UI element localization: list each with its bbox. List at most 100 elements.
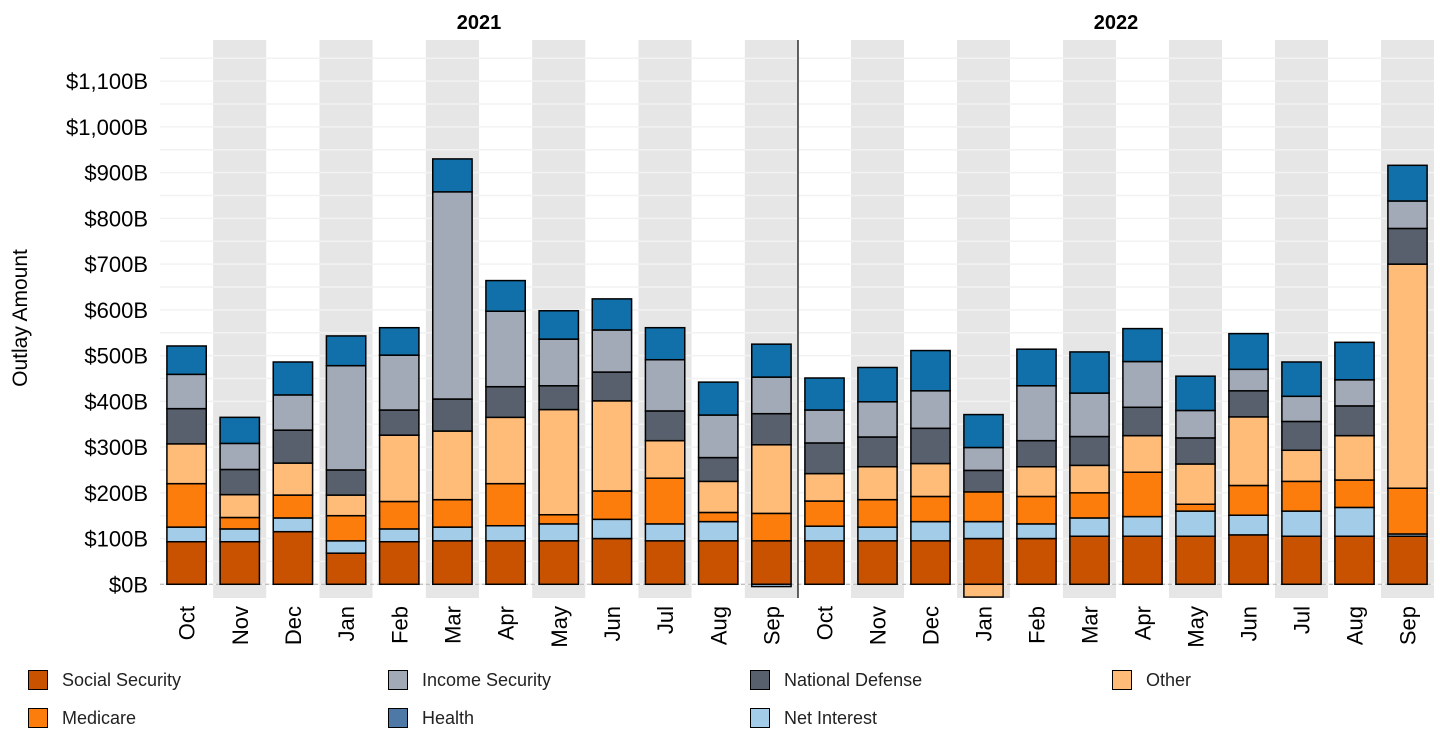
bar-segment-income-security <box>272 394 314 431</box>
bar-segment-social-security <box>1069 535 1110 586</box>
bar-segment-health <box>857 366 898 403</box>
bar-segment-net-interest <box>697 520 739 542</box>
bar-segment-social-security <box>325 552 367 586</box>
x-tick-label: Jul <box>1290 606 1315 634</box>
bar-segment-social-security <box>857 540 898 586</box>
bar-segment-net-interest <box>804 525 845 542</box>
x-tick-label: Apr <box>1131 606 1156 640</box>
bar-segment-medicare <box>1016 495 1057 525</box>
legend-label: Medicare <box>62 707 137 728</box>
x-tick-label: Jul <box>653 606 678 634</box>
bar-segment-social-security <box>963 537 1004 586</box>
x-tick-label: Aug <box>1343 606 1368 645</box>
bar-segment-medicare <box>485 482 527 527</box>
bar-stack-2022-Nov <box>857 366 898 586</box>
bar-stack-2021-Jun <box>591 298 633 586</box>
bar-segment-net-interest <box>1122 515 1163 538</box>
bar-segment-income-security <box>1122 360 1163 409</box>
bar-segment-health <box>1281 361 1322 398</box>
year-headers: 2021 2022 <box>457 12 1139 34</box>
bar-segment-net-interest <box>1228 514 1269 536</box>
bar-segment-social-security <box>1228 534 1269 586</box>
bar-segment-net-interest <box>963 520 1004 540</box>
y-tick-label: $600B <box>84 298 148 323</box>
bar-segment-social-security <box>431 540 473 586</box>
bar-segment-medicare <box>591 490 633 521</box>
bar-segment-national-defense <box>431 398 473 432</box>
bar-segment-other <box>485 416 527 485</box>
y-tick-label: $200B <box>84 481 148 506</box>
bar-segment-income-security <box>750 376 792 415</box>
bar-segment-income-security <box>1281 395 1322 423</box>
bar-segment-social-security <box>1122 535 1163 586</box>
bar-segment-net-interest <box>750 583 792 588</box>
legend-label: Social Security <box>62 669 182 690</box>
x-tick-label: Dec <box>919 606 944 645</box>
bar-stack-2021-Jul <box>644 326 686 586</box>
bar-stack-2022-Oct <box>804 377 845 586</box>
bar-segment-medicare <box>325 514 367 542</box>
bar-segment-net-interest <box>910 520 951 542</box>
bar-segment-medicare <box>378 500 420 530</box>
bar-segment-income-security <box>1016 385 1057 442</box>
bar-segment-net-interest <box>378 528 420 543</box>
legend-item-health: Health <box>388 706 474 730</box>
bar-segment-other <box>963 583 1004 598</box>
bar-segment-health <box>219 416 261 445</box>
bar-segment-other <box>1175 463 1216 505</box>
bar-segment-health <box>325 335 367 367</box>
legend-swatch <box>388 708 408 728</box>
bar-segment-national-defense <box>750 412 792 446</box>
bar-segment-national-defense <box>697 456 739 483</box>
bar-segment-income-security <box>485 310 527 388</box>
bar-segment-social-security <box>485 540 527 586</box>
bar-segment-health <box>1228 332 1269 371</box>
bar-segment-national-defense <box>1334 405 1375 437</box>
y-tick-label: $300B <box>84 435 148 460</box>
x-tick-label: Nov <box>866 606 891 645</box>
legend-swatch <box>750 708 770 728</box>
bar-stack-2021-Feb <box>378 326 420 586</box>
bar-segment-income-security <box>431 191 473 400</box>
bar-segment-national-defense <box>166 407 208 445</box>
bar-segment-other <box>910 462 951 498</box>
bar-segment-medicare <box>804 500 845 527</box>
bar-segment-national-defense <box>538 385 580 411</box>
bar-segment-income-security <box>219 442 261 471</box>
bar-segment-health <box>1334 341 1375 381</box>
bar-segment-social-security <box>1016 537 1057 586</box>
bar-segment-social-security <box>272 530 314 586</box>
y-tick-label: $0B <box>109 572 148 597</box>
bar-segment-health <box>910 349 951 392</box>
bar-segment-medicare <box>272 494 314 519</box>
bar-stack-2021-May <box>538 310 580 586</box>
x-tick-label: Oct <box>813 606 838 640</box>
bar-stack-2021-Jan <box>325 335 367 586</box>
bar-segment-health <box>697 381 739 416</box>
bar-segment-health <box>485 279 527 312</box>
bar-stack-2021-Dec <box>272 361 314 586</box>
bar-segment-medicare <box>1228 484 1269 516</box>
bar-stack-2022-May <box>1175 375 1216 586</box>
bar-segment-net-interest <box>1281 510 1322 538</box>
bar-segment-social-security <box>166 540 208 586</box>
bar-segment-health <box>591 298 633 331</box>
y-tick-label: $500B <box>84 344 148 369</box>
bar-segment-income-security <box>1334 379 1375 407</box>
bar-segment-national-defense <box>963 469 1004 493</box>
legend-swatch <box>388 670 408 690</box>
bar-segment-national-defense <box>219 468 261 496</box>
bar-segment-national-defense <box>1175 437 1216 465</box>
bar-segment-social-security <box>644 540 686 586</box>
bar-segment-income-security <box>1175 409 1216 439</box>
x-tick-label: Jan <box>972 606 997 641</box>
bar-segment-net-interest <box>1175 510 1216 538</box>
bar-segment-medicare <box>857 498 898 528</box>
bar-segment-net-interest <box>1334 506 1375 538</box>
x-tick-label: Nov <box>228 606 253 645</box>
legend-item-income-security: Income Security <box>388 668 551 692</box>
x-tick-label: Oct <box>175 606 200 640</box>
bar-segment-medicare <box>1122 471 1163 518</box>
bar-segment-health <box>1069 351 1110 394</box>
bar-segment-income-security <box>591 329 633 373</box>
